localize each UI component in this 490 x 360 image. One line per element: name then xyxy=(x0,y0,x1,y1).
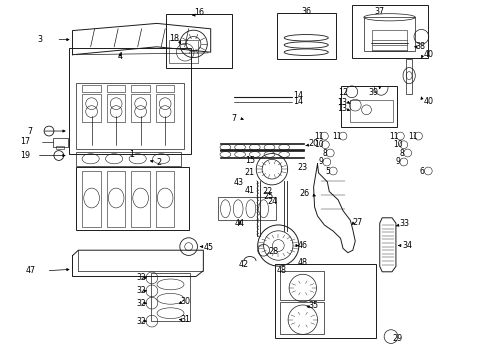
Bar xyxy=(277,13,336,59)
Text: 10: 10 xyxy=(393,140,403,149)
Text: 32: 32 xyxy=(136,287,146,295)
Text: 12: 12 xyxy=(338,88,348,97)
Bar xyxy=(372,30,407,51)
Bar xyxy=(166,14,232,68)
Text: 9: 9 xyxy=(395,157,400,166)
Bar xyxy=(218,197,276,220)
Text: 42: 42 xyxy=(239,260,249,269)
Text: 32: 32 xyxy=(136,299,146,307)
Text: 15: 15 xyxy=(245,156,255,165)
Bar xyxy=(76,83,184,149)
Text: 30: 30 xyxy=(180,297,190,306)
Text: 34: 34 xyxy=(403,241,413,250)
Text: 46: 46 xyxy=(298,241,308,250)
Text: 25: 25 xyxy=(264,192,273,201)
Text: 23: 23 xyxy=(298,163,308,172)
Bar xyxy=(76,152,181,166)
Bar xyxy=(275,264,376,338)
Bar xyxy=(280,271,324,300)
Bar xyxy=(151,273,190,321)
Bar xyxy=(82,94,101,122)
Text: 8: 8 xyxy=(399,149,404,158)
Text: 35: 35 xyxy=(309,301,318,310)
Text: 48: 48 xyxy=(277,266,287,275)
Text: 19: 19 xyxy=(21,151,30,160)
Bar xyxy=(82,171,101,227)
Text: 1: 1 xyxy=(129,150,134,159)
Bar xyxy=(406,59,412,94)
Text: 13: 13 xyxy=(337,104,347,113)
Bar xyxy=(82,85,101,92)
Bar xyxy=(169,40,198,63)
Bar xyxy=(364,17,415,51)
Text: 9: 9 xyxy=(318,157,323,166)
Text: 16: 16 xyxy=(194,8,204,17)
Text: 20: 20 xyxy=(309,139,318,148)
Text: 43: 43 xyxy=(234,178,244,187)
Bar xyxy=(341,86,397,127)
Text: 28: 28 xyxy=(269,247,278,256)
Text: 7: 7 xyxy=(28,126,33,135)
Bar xyxy=(56,146,64,149)
Text: 27: 27 xyxy=(353,218,363,227)
Text: 11: 11 xyxy=(408,132,417,140)
Text: 17: 17 xyxy=(21,136,30,145)
Text: 33: 33 xyxy=(399,219,409,228)
Text: 3: 3 xyxy=(38,35,43,44)
Bar xyxy=(131,85,150,92)
Text: 32: 32 xyxy=(136,274,146,282)
Bar xyxy=(156,171,174,227)
Text: 14: 14 xyxy=(293,91,303,100)
Text: 37: 37 xyxy=(375,7,385,16)
Text: 45: 45 xyxy=(203,243,213,252)
Text: 10: 10 xyxy=(315,140,324,149)
Text: 5: 5 xyxy=(325,166,330,175)
Text: 18: 18 xyxy=(169,34,179,43)
Text: 22: 22 xyxy=(262,187,272,196)
Bar xyxy=(107,85,125,92)
Bar xyxy=(69,48,191,154)
Text: 31: 31 xyxy=(180,315,190,324)
Text: 11: 11 xyxy=(390,132,399,140)
Bar xyxy=(131,171,150,227)
Bar xyxy=(350,100,393,122)
Text: 47: 47 xyxy=(25,266,35,275)
Text: 44: 44 xyxy=(235,219,245,228)
Text: 11: 11 xyxy=(332,132,342,140)
Bar xyxy=(280,302,324,334)
Text: 38: 38 xyxy=(416,42,425,51)
Text: 6: 6 xyxy=(420,166,425,175)
Bar xyxy=(156,94,174,122)
Text: 39: 39 xyxy=(368,88,378,97)
Text: 32: 32 xyxy=(136,317,146,325)
Text: 7: 7 xyxy=(232,113,237,122)
Text: 21: 21 xyxy=(245,168,255,177)
Bar xyxy=(352,5,428,58)
Bar xyxy=(156,85,174,92)
Text: 26: 26 xyxy=(300,189,310,198)
Text: 14: 14 xyxy=(293,97,303,106)
Text: 11: 11 xyxy=(314,132,323,140)
Bar xyxy=(53,138,68,147)
Bar xyxy=(131,94,150,122)
Text: 36: 36 xyxy=(301,7,311,16)
Text: 4: 4 xyxy=(118,52,122,61)
Bar xyxy=(76,167,189,230)
Bar xyxy=(107,171,125,227)
Text: 8: 8 xyxy=(322,149,327,158)
Text: 40: 40 xyxy=(424,50,434,59)
Text: 2: 2 xyxy=(157,158,162,167)
Text: 41: 41 xyxy=(245,186,255,194)
Bar xyxy=(107,94,125,122)
Text: 24: 24 xyxy=(267,197,277,206)
Text: 29: 29 xyxy=(393,334,403,343)
Text: 48: 48 xyxy=(298,258,308,266)
Text: 40: 40 xyxy=(424,97,434,106)
Text: 13: 13 xyxy=(337,98,347,107)
